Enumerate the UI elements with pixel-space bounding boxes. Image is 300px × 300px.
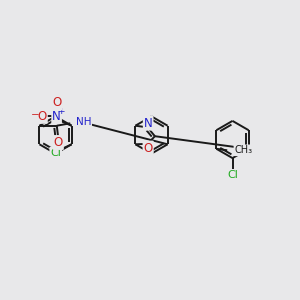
Text: O: O <box>38 110 47 123</box>
Text: Cl: Cl <box>227 170 238 180</box>
Text: O: O <box>143 142 153 154</box>
Text: −: − <box>31 110 39 120</box>
Text: NH: NH <box>76 116 91 127</box>
Text: N: N <box>144 117 152 130</box>
Text: +: + <box>57 107 65 116</box>
Text: CH₃: CH₃ <box>234 145 253 155</box>
Text: O: O <box>54 136 63 149</box>
Text: O: O <box>52 96 61 110</box>
Text: N: N <box>52 110 61 123</box>
Text: Cl: Cl <box>50 148 61 158</box>
